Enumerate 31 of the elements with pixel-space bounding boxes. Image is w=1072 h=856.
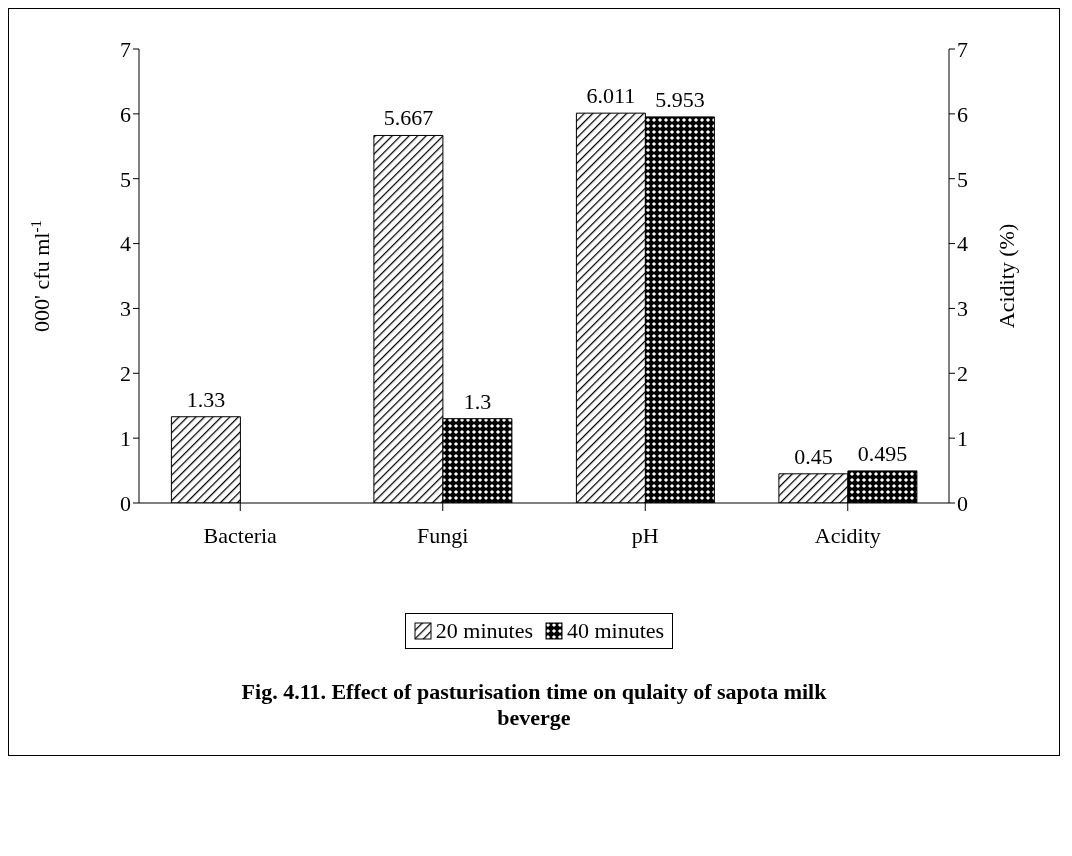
- y2-tick-label: 7: [957, 36, 968, 62]
- y-tick-label: 1: [120, 425, 131, 451]
- y2-tick-label: 2: [957, 361, 968, 387]
- text: Fig. 4.11. Effect of pasturisation time on qulaity of sapota milk beverge: [240, 678, 828, 732]
- legend-label: 40 minutes: [566, 618, 665, 644]
- y-tick-label: 7: [120, 36, 131, 62]
- y-tick-label: 4: [120, 231, 131, 257]
- x-tick-label: Acidity: [814, 522, 881, 548]
- data-label: 1.3: [463, 388, 492, 414]
- y2-tick-label: 0: [957, 490, 968, 516]
- y2-tick-label: 5: [957, 166, 968, 192]
- data-label: 0.495: [857, 440, 908, 466]
- y-tick-label: 3: [120, 296, 131, 322]
- x-tick-label: Bacteria: [203, 522, 278, 548]
- y-tick-label: 5: [120, 166, 131, 192]
- y2-tick-label: 4: [957, 231, 968, 257]
- y2-tick-label: 3: [957, 296, 968, 322]
- x-tick-label: pH: [631, 522, 659, 548]
- data-label: 6.011: [586, 83, 636, 109]
- data-label: 1.33: [186, 386, 226, 412]
- x-tick-label: Fungi: [417, 522, 469, 548]
- data-label: 5.953: [655, 86, 705, 112]
- legend-label: 20 minutes: [434, 618, 533, 644]
- data-label: 0.45: [794, 443, 833, 469]
- y2-tick-label: 6: [957, 101, 968, 127]
- y2-axis-title: Acidity (%): [994, 223, 1019, 329]
- y-tick-label: 0: [120, 490, 131, 516]
- y-tick-label: 6: [120, 101, 131, 127]
- y2-tick-label: 1: [957, 425, 968, 451]
- data-label: 5.667: [383, 105, 434, 131]
- y-tick-label: 2: [120, 361, 131, 387]
